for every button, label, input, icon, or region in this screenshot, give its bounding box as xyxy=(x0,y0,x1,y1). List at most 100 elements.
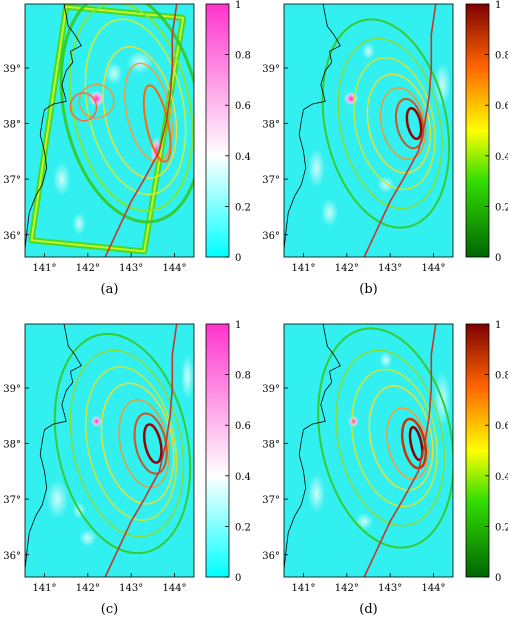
contour-line xyxy=(53,332,192,555)
intensity-blob xyxy=(53,162,71,196)
trench-line xyxy=(363,324,437,577)
contour-line xyxy=(321,18,451,229)
colorbar-tick-label: 0.6 xyxy=(235,421,251,432)
y-tick-label: 39° xyxy=(3,384,21,395)
colorbar-gradient xyxy=(205,323,230,578)
colorbar-tick-label: 0.8 xyxy=(495,371,508,382)
colorbar-tick-label: 0.2 xyxy=(235,202,251,213)
panel-caption: (c) xyxy=(101,602,118,617)
y-tick-label: 39° xyxy=(262,384,280,395)
contour-line xyxy=(118,399,170,489)
colorbar-tick-label: 1 xyxy=(235,0,241,11)
contour-line xyxy=(317,327,453,549)
intensity-blob xyxy=(126,51,153,74)
colorbar-tick-label: 0 xyxy=(235,573,241,584)
x-tick-label: 144° xyxy=(421,263,445,274)
intensity-blob xyxy=(105,62,123,85)
contour-line xyxy=(69,92,98,122)
x-tick-label: 144° xyxy=(421,583,445,594)
intensity-blob xyxy=(362,42,375,60)
y-tick-label: 38° xyxy=(3,120,21,131)
colorbar-tick-label: 1 xyxy=(495,320,501,331)
colorbar: 1 0.8 0.6 0.4 0.2 0 xyxy=(205,320,251,584)
contour-line xyxy=(405,107,423,141)
y-tick-label: 38° xyxy=(262,440,280,451)
intensity-blob xyxy=(433,62,451,107)
coastline xyxy=(284,324,341,569)
contour-line xyxy=(337,37,443,210)
intensity-blob xyxy=(355,513,373,530)
map-area xyxy=(284,4,453,257)
intensity-blob xyxy=(79,529,97,547)
map-frame xyxy=(283,3,454,258)
panel-caption: (a) xyxy=(101,282,119,297)
contour-line xyxy=(69,349,185,538)
map-area xyxy=(25,324,194,577)
y-tick-label: 36° xyxy=(262,551,280,562)
intensity-blob xyxy=(307,474,326,514)
trench-line xyxy=(104,324,178,577)
contour-line xyxy=(124,62,173,163)
x-tick-label: 144° xyxy=(162,583,186,594)
colorbar-tick-label: 0.4 xyxy=(235,152,251,163)
map-area xyxy=(284,324,453,577)
colorbar: 1 0.8 0.6 0.4 0.2 0 xyxy=(465,0,508,264)
x-tick-label: 141° xyxy=(291,263,315,274)
colorbar-tick-label: 0.4 xyxy=(495,472,508,483)
contour-line xyxy=(394,97,425,150)
colorbar-tick-label: 1 xyxy=(235,320,241,331)
colorbar: 1 0.8 0.6 0.4 0.2 0 xyxy=(465,320,508,584)
intensity-blob xyxy=(320,198,339,227)
coastline xyxy=(25,4,82,249)
panel-caption: (b) xyxy=(359,282,377,297)
intensity-blob xyxy=(88,90,105,107)
x-tick-label: 141° xyxy=(32,263,56,274)
colorbar-tick-label: 0.2 xyxy=(495,522,508,533)
contour-line xyxy=(59,4,194,224)
trench-line xyxy=(363,4,437,257)
contour-line xyxy=(335,349,446,527)
intensity-blob xyxy=(379,351,393,369)
contour-line xyxy=(102,46,178,179)
colorbar-tick-label: 0.2 xyxy=(235,522,251,533)
y-tick-label: 36° xyxy=(262,231,280,242)
map-frame xyxy=(24,323,195,578)
colorbar-tick-label: 0.8 xyxy=(495,51,508,62)
colorbar-tick-label: 0.6 xyxy=(495,101,508,112)
coastline xyxy=(25,324,82,569)
x-tick-label: 143° xyxy=(378,583,402,594)
colorbar-tick-label: 0 xyxy=(495,253,501,264)
map-area xyxy=(25,4,194,257)
x-tick-label: 144° xyxy=(162,263,186,274)
map-frame xyxy=(283,323,454,578)
y-tick-label: 39° xyxy=(3,64,21,75)
panel-d: 141° 142° 143° 144° 39° 38° 37° 36° (d) 1 0.8 0.6 0.… xyxy=(262,320,508,617)
map-frame xyxy=(24,3,195,258)
map-background xyxy=(284,4,453,257)
x-tick-label: 143° xyxy=(119,583,143,594)
intensity-blob xyxy=(181,354,194,400)
x-tick-label: 142° xyxy=(76,263,100,274)
contour-line xyxy=(379,87,427,160)
colorbar: 1 0.8 0.6 0.4 0.2 0 xyxy=(205,0,251,264)
colorbar-tick-label: 0.8 xyxy=(235,371,251,382)
intensity-blob xyxy=(72,212,86,235)
contour-line xyxy=(142,423,163,464)
contour-line xyxy=(366,73,432,174)
panel-a: 141° 142° 143° 144° 39° 38° 37° 36° (a) 1 0.8 0.6 0.… xyxy=(3,0,251,297)
intensity-blob xyxy=(344,91,359,106)
contour-line xyxy=(68,4,194,212)
y-tick-label: 37° xyxy=(3,495,21,506)
contour-line xyxy=(100,382,175,505)
contour-line xyxy=(353,57,436,191)
colorbar-tick-label: 0 xyxy=(495,573,501,584)
contour-line xyxy=(368,385,434,491)
contour-line xyxy=(78,83,115,119)
trench-line xyxy=(104,4,178,257)
x-tick-label: 141° xyxy=(291,583,315,594)
y-tick-label: 37° xyxy=(262,175,280,186)
colorbar-tick-label: 1 xyxy=(495,0,501,11)
colorbar-tick-label: 0.6 xyxy=(495,421,508,432)
colorbar-tick-label: 0.4 xyxy=(495,152,508,163)
